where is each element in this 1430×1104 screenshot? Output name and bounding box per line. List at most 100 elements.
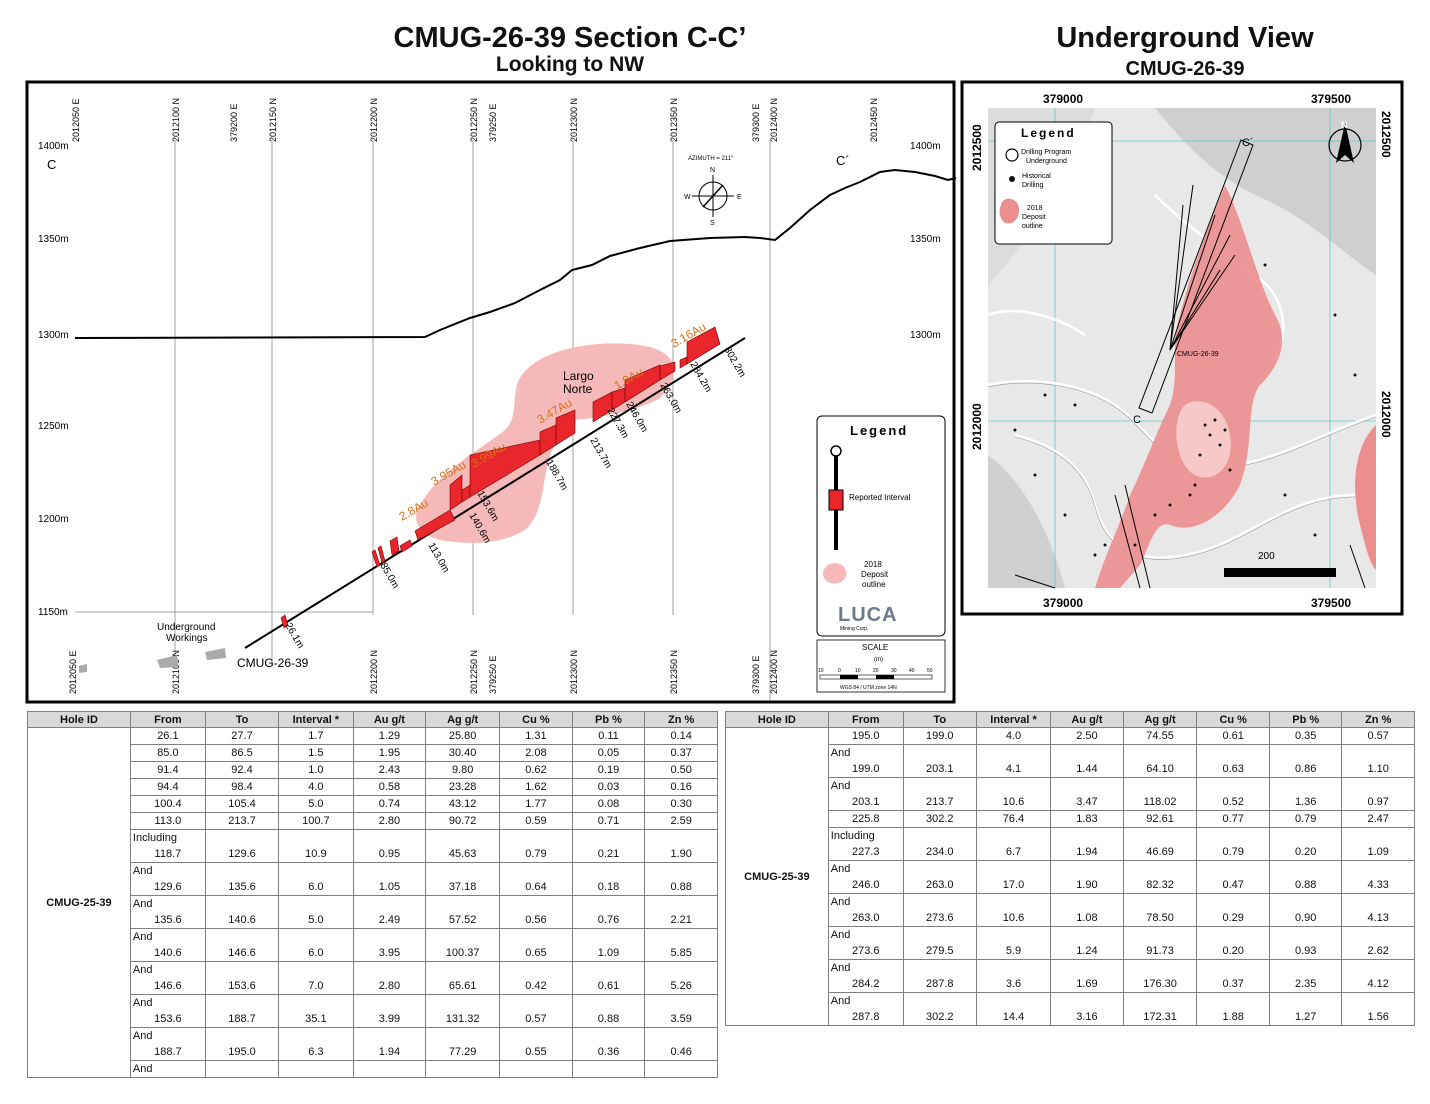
table-empty-cell (425, 961, 501, 978)
table-row: 199.0 203.1 4.1 1.44 64.10 0.63 0.86 1.10 (726, 761, 1415, 778)
map-legend: Legend Drilling Program Underground Hist… (994, 121, 1113, 245)
table-cell-from: 118.7 (129, 846, 206, 863)
table-row: And (726, 926, 1415, 943)
table-row: 113.0 213.7 100.7 2.80 90.72 0.59 0.71 2.59 (28, 812, 718, 830)
grid-label: 379250 E (488, 655, 498, 694)
table-row: And (726, 744, 1415, 761)
grid-label: 2012300 N (569, 650, 579, 694)
table-cell-ag: 9.80 (425, 761, 501, 779)
table-empty-cell (204, 961, 280, 978)
table-cell-au: 2.80 (352, 812, 427, 830)
table-empty-cell (1050, 893, 1124, 910)
table-cell-zn: 2.47 (1341, 810, 1415, 828)
table-row: 287.8 302.2 14.4 3.16 172.31 1.88 1.27 1.56 (726, 1009, 1415, 1026)
table-empty-cell (278, 1060, 354, 1078)
table-header-cell: To (902, 711, 977, 728)
table-empty-cell (425, 1060, 501, 1078)
table-empty-cell (975, 860, 1052, 877)
table-cell-pb: 0.79 (1268, 810, 1343, 828)
table-cell-from: 140.6 (129, 945, 206, 962)
table-cell-ag: 172.31 (1122, 1009, 1198, 1026)
table-header-cell: Ag g/t (425, 711, 501, 728)
table-cell-cu: 0.62 (499, 761, 573, 779)
table-cell-au: 1.24 (1050, 943, 1124, 960)
table-cell-interval: 10.6 (975, 910, 1052, 927)
table-empty-cell (204, 994, 280, 1011)
table-cell-to: 203.1 (902, 761, 977, 778)
table-label-cell: And (129, 1027, 206, 1044)
table-cell-interval: 5.0 (278, 795, 354, 813)
table-cell-zn: 0.37 (644, 744, 718, 762)
assay-table-right: Hole ID From To Interval * Au g/t Ag g/t Cu % P… (725, 711, 1415, 1026)
table-empty-cell (278, 895, 354, 912)
table-header-cell: From (827, 711, 904, 728)
svg-text:(m): (m) (874, 657, 883, 663)
table-empty-cell (278, 862, 354, 879)
table-empty-cell (425, 829, 501, 846)
table-empty-cell (1341, 827, 1415, 844)
table-empty-cell (1196, 926, 1270, 943)
table-cell-ag: 25.80 (425, 727, 501, 745)
table-cell-to: 273.6 (902, 910, 977, 927)
table-cell-to: 302.2 (902, 810, 977, 828)
table-cell-zn: 5.26 (644, 978, 718, 995)
svg-text:40: 40 (909, 668, 915, 674)
table-cell-cu: 0.55 (499, 1044, 573, 1061)
table-row: CMUG-25-39 195.0 199.0 4.0 2.50 74.55 0.61 0.35… (725, 727, 1415, 1026)
table-row: And (28, 862, 718, 879)
table-cell-ag: 118.02 (1122, 794, 1198, 811)
table-cell-interval: 6.0 (278, 945, 354, 962)
table-empty-cell (902, 777, 977, 794)
table-cell-au: 1.83 (1050, 810, 1124, 828)
table-cell-from: 287.8 (827, 1009, 904, 1026)
table-header-cell: Zn % (644, 711, 718, 728)
table-label-cell: And (827, 893, 904, 910)
table-empty-cell (902, 744, 977, 761)
table-row: 227.3 234.0 6.7 1.94 46.69 0.79 0.20 1.09 (726, 844, 1415, 861)
table-header-cell: Pb % (1268, 711, 1343, 728)
table-label-cell: And (827, 777, 904, 794)
svg-text:2012500: 2012500 (1379, 111, 1393, 158)
table-row: 246.0 263.0 17.0 1.90 82.32 0.47 0.88 4.33 (726, 877, 1415, 894)
table-cell-from: 199.0 (827, 761, 904, 778)
table-cell-zn: 1.09 (1341, 844, 1415, 861)
table-row: 273.6 279.5 5.9 1.24 91.73 0.20 0.93 2.62 (726, 943, 1415, 960)
table-cell-interval: 1.0 (278, 761, 354, 779)
table-row: And (726, 860, 1415, 877)
table-empty-cell (204, 928, 280, 945)
table-row: Including (28, 829, 718, 846)
table-cell-pb: 1.09 (571, 945, 646, 962)
table-cell-from: 94.4 (129, 778, 206, 796)
grid-labels-top: 2012050 E 2012100 N 379200 E 2012150 N 2… (71, 98, 879, 142)
table-empty-cell (352, 829, 427, 846)
svg-text:2012000: 2012000 (970, 403, 984, 450)
svg-text:N: N (1341, 120, 1348, 130)
table-empty-cell (571, 895, 646, 912)
table-cell-pb: 0.93 (1268, 943, 1343, 960)
table-cell-au: 2.43 (352, 761, 427, 779)
table-empty-cell (499, 961, 573, 978)
table-cell-from: 246.0 (827, 877, 904, 894)
svg-text:10: 10 (818, 668, 824, 674)
table-row: 135.6 140.6 5.0 2.49 57.52 0.56 0.76 2.21 (28, 912, 718, 929)
table-empty-cell (571, 829, 646, 846)
table-cell-interval: 5.9 (975, 943, 1052, 960)
grid-label: 2012200 N (369, 98, 379, 142)
table-empty-cell (644, 862, 718, 879)
table-empty-cell (975, 926, 1052, 943)
hole-id-cell: CMUG-25-39 (27, 727, 131, 1078)
table-cell-ag: 176.30 (1122, 976, 1198, 993)
section-compass: AZIMUTH = 211° N S E W (684, 156, 742, 227)
table-cell-to: 92.4 (204, 761, 280, 779)
table-empty-cell (278, 994, 354, 1011)
table-cell-cu: 0.65 (499, 945, 573, 962)
terrain-shade (1155, 108, 1376, 275)
table-cell-ag: 23.28 (425, 778, 501, 796)
map-title: Underground View (1056, 22, 1314, 54)
table-empty-cell (204, 862, 280, 879)
table-cell-to: 105.4 (204, 795, 280, 813)
table-cell-pb: 0.88 (571, 1011, 646, 1028)
table-cell-pb: 0.05 (571, 744, 646, 762)
table-empty-cell (499, 862, 573, 879)
table-row: And (726, 777, 1415, 794)
